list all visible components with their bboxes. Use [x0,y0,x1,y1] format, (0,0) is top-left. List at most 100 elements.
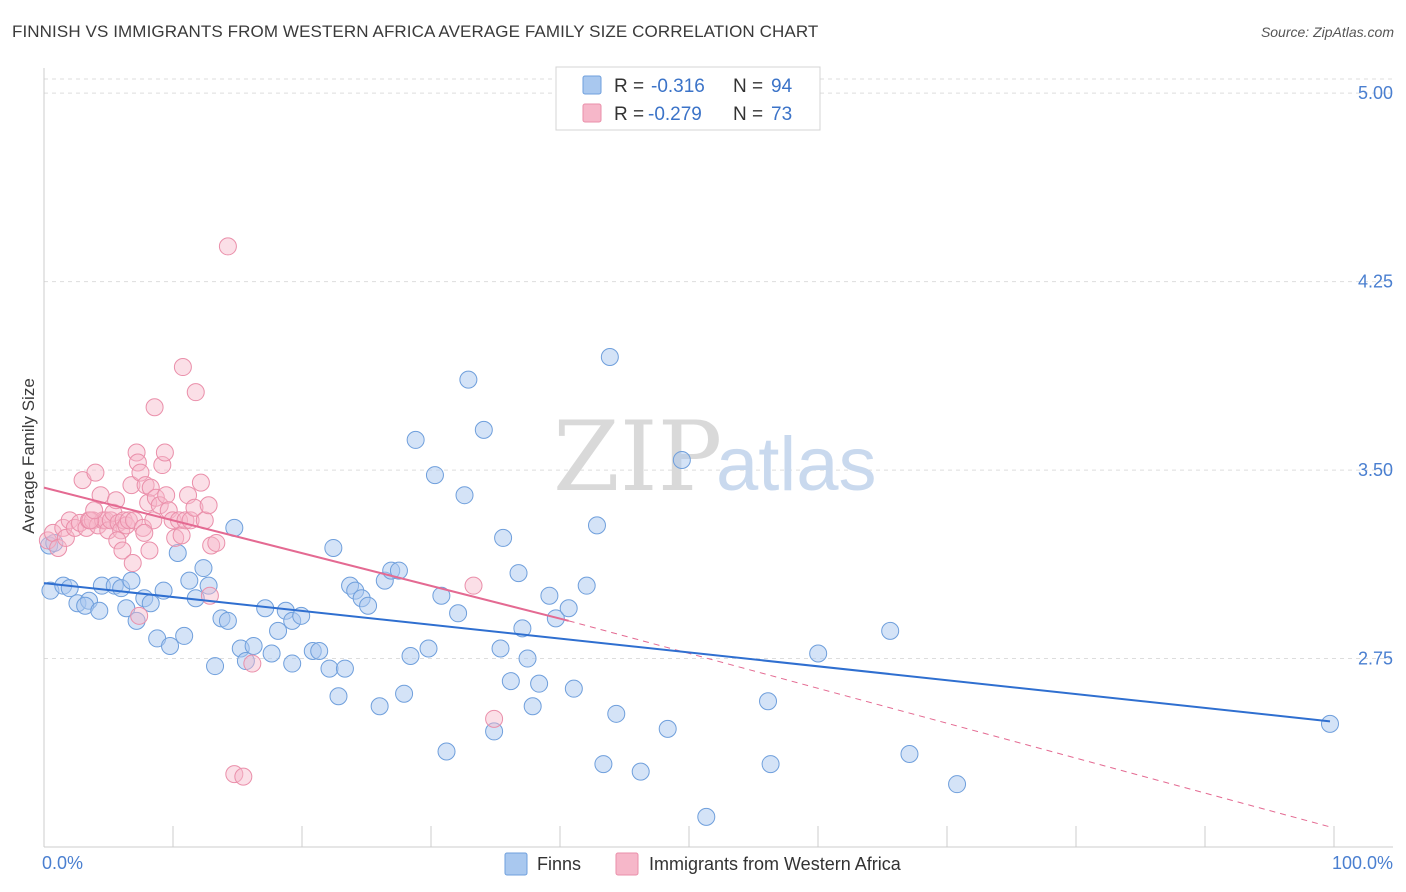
data-point-finns [491,639,510,658]
data-point-finns [419,639,438,658]
stats-r-label-finns: R = [614,76,644,97]
data-point-finns [881,621,900,640]
data-point-finns [761,755,780,774]
y-tick-label: 2.75 [1358,649,1393,669]
watermark-atlas: atlas [716,422,877,507]
legend-swatch-finns [504,852,528,876]
data-point-wafrica [150,496,169,515]
data-point-wafrica [86,463,105,482]
data-point-finns [530,674,549,693]
data-point-finns [395,684,414,703]
data-point-finns [161,636,180,655]
y-tick-labels: 2.75 3.50 4.25 5.00 [1358,83,1393,668]
data-point-finns [697,807,716,826]
data-point-finns [127,611,146,630]
data-point-wafrica [85,501,104,520]
data-point-wafrica [130,606,149,625]
data-point-finns [437,742,456,761]
data-point-finns [559,599,578,618]
data-point-finns [449,604,468,623]
trend-line-finns [43,582,1331,723]
stats-n-label-wafrica: N = [733,104,763,125]
data-point-finns [401,647,420,666]
data-point-finns [509,564,528,583]
data-point-wafrica [140,541,159,560]
data-point-finns [474,420,493,439]
stats-n-value-wafrica: 73 [771,104,792,125]
legend-label-wafrica: Immigrants from Western Africa [649,854,902,874]
data-point-finns [329,687,348,706]
data-point-wafrica [155,443,174,462]
data-point-wafrica [186,383,205,402]
data-point-wafrica [125,511,144,530]
data-point-wafrica [207,533,226,552]
data-point-wafrica [234,767,253,786]
data-point-finns [262,644,281,663]
data-point-finns [122,571,141,590]
data-point-finns [600,347,619,366]
data-point-wafrica [199,496,218,515]
data-point-finns [594,755,613,774]
data-point-wafrica [243,654,262,673]
watermark: ZIP atlas [553,401,877,513]
data-point-wafrica [185,498,204,517]
data-point-wafrica [173,358,192,377]
data-point-finns [607,704,626,723]
data-point-finns [370,697,389,716]
data-point-finns [523,697,542,716]
y-tick-label: 5.00 [1358,83,1393,103]
finns-points [40,347,1339,826]
data-point-finns [658,719,677,738]
stats-r-label-wafrica: R = [614,104,644,125]
data-point-finns [900,745,919,764]
data-point-wafrica [114,511,133,530]
data-point-wafrica [135,523,154,542]
data-point-wafrica [157,486,176,505]
data-point-finns [60,579,79,598]
data-point-finns [577,576,596,595]
data-point-finns [425,466,444,485]
source-credit: Source: ZipAtlas.com [1260,24,1394,40]
legend: Finns Immigrants from Western Africa [504,852,902,876]
legend-swatch-wafrica [615,852,639,876]
axes [43,68,1393,848]
data-point-wafrica [485,709,504,728]
data-point-wafrica [122,476,141,495]
data-point-finns [283,654,302,673]
data-point-wafrica [113,541,132,560]
data-point-wafrica [49,538,68,557]
gridlines [44,78,1393,660]
data-point-finns [809,644,828,663]
data-point-finns [244,636,263,655]
stats-n-label-finns: N = [733,76,763,97]
data-point-finns [180,571,199,590]
data-point-finns [1321,714,1339,733]
data-point-finns [324,538,343,557]
data-point-finns [168,543,187,562]
data-point-wafrica [81,511,100,530]
data-point-finns [335,659,354,678]
data-point-finns [587,516,606,535]
wafrica-points [38,237,504,786]
stats-r-value-wafrica: -0.279 [648,104,702,125]
data-point-finns [455,486,474,505]
data-point-finns [501,672,520,691]
stats-box: R = -0.316 N = 94 R = -0.279 N = 73 [555,66,821,131]
x-tick-label: 0.0% [42,853,83,873]
data-point-finns [631,762,650,781]
data-point-finns [672,451,691,470]
data-point-wafrica [119,511,138,530]
data-point-wafrica [191,473,210,492]
watermark-zip: ZIP [553,401,722,513]
data-point-finns [406,430,425,449]
data-point-finns [194,559,213,578]
data-point-finns [310,641,329,660]
data-point-finns [540,586,559,605]
data-point-finns [320,659,339,678]
data-point-finns [494,528,513,547]
data-point-finns [948,775,967,794]
stats-swatch-wafrica [582,103,602,123]
data-point-finns [459,370,478,389]
data-point-finns [90,601,109,620]
